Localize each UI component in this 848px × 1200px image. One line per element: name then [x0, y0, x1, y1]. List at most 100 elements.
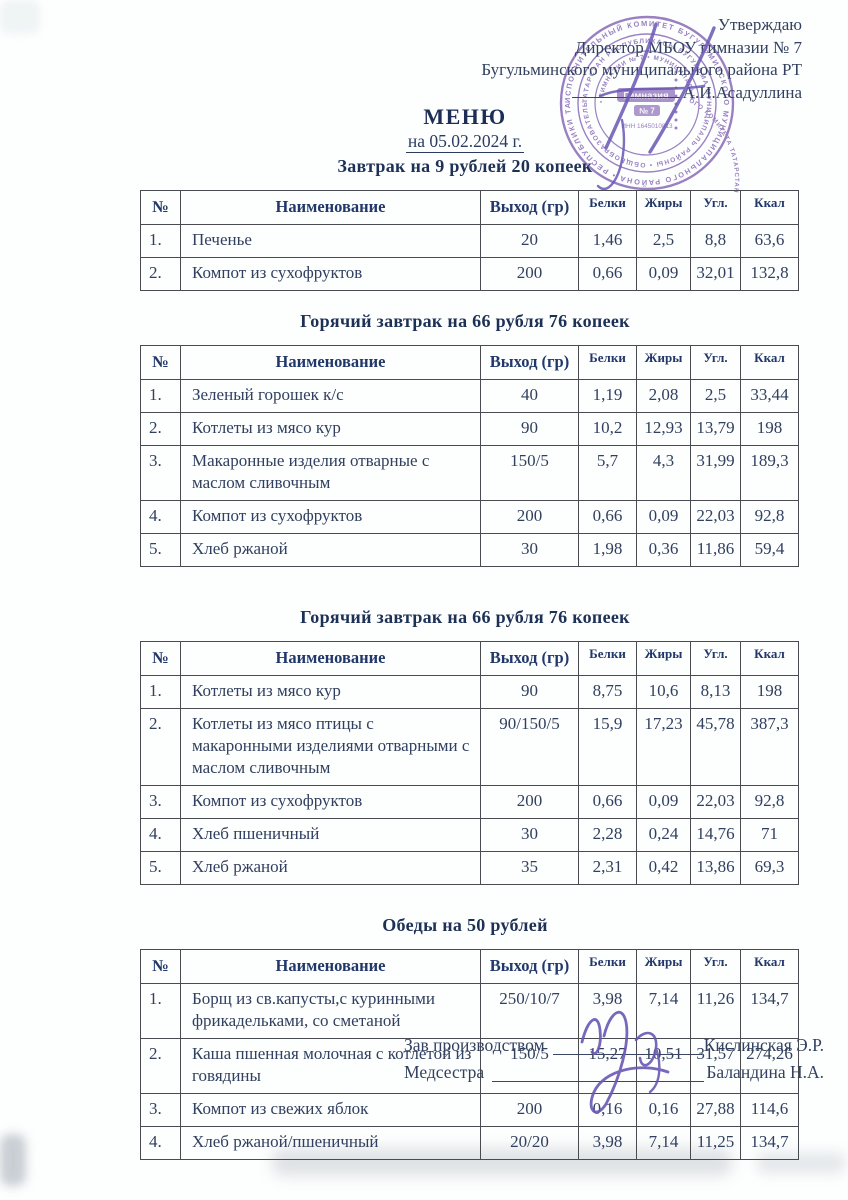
dish-name-cell: Борщ из св.капусты,с куринными фрикадель… — [180, 983, 481, 1039]
value-cell: 0,16 — [578, 1093, 637, 1127]
value-cell: 2,08 — [636, 379, 691, 413]
value-cell: 59,4 — [740, 533, 799, 567]
value-cell: 0,09 — [636, 785, 691, 819]
value-cell: 150/5 — [480, 445, 579, 501]
column-header: Белки — [578, 345, 637, 380]
value-cell: 33,44 — [740, 379, 799, 413]
value-cell: 0,09 — [636, 500, 691, 534]
menu-section: Горячий завтрак на 66 рубля 76 копеек № На… — [140, 607, 799, 885]
column-header: Выход (гр) — [480, 190, 579, 225]
value-cell: 5,7 — [578, 445, 637, 501]
table-row: 2. Котлеты из мясо кур 90 10,2 12,93 13,79 198 — [140, 412, 799, 446]
value-cell: 31,99 — [690, 445, 741, 501]
value-cell: 274,26 — [740, 1038, 799, 1094]
value-cell: 0,66 — [578, 500, 637, 534]
value-cell: 11,26 — [690, 983, 741, 1039]
value-cell: 30 — [480, 818, 579, 852]
value-cell: 189,3 — [740, 445, 799, 501]
table-row: 2. Компот из сухофруктов 200 0,66 0,09 32,01 1… — [140, 257, 799, 291]
column-header: Выход (гр) — [480, 345, 579, 380]
value-cell: 45,78 — [690, 708, 741, 786]
column-header: № — [140, 641, 181, 676]
value-cell: 198 — [740, 412, 799, 446]
section-title: Обеды на 50 рублей — [382, 915, 548, 935]
dish-name-cell: Макаронные изделия отварные с маслом сли… — [180, 445, 481, 501]
dish-name-cell: Хлеб ржаной/пшеничный — [180, 1126, 481, 1160]
value-cell: 0,24 — [636, 818, 691, 852]
dish-name-cell: Компот из сухофруктов — [180, 257, 481, 291]
row-number-cell: 3. — [140, 1093, 181, 1127]
value-cell: 20 — [480, 224, 579, 258]
signature-name: Кислинская Э.Р. — [703, 1035, 824, 1055]
value-cell: 92,8 — [740, 785, 799, 819]
page-title: МЕНЮ — [423, 104, 507, 129]
value-cell: 0,66 — [578, 257, 637, 291]
value-cell: 0,09 — [636, 257, 691, 291]
signature-rule — [552, 1034, 702, 1055]
table-header-row: № Наименование Выход (гр) Белки Жиры Угл. Ккал — [140, 949, 799, 984]
table-row: 3. Макаронные изделия отварные с маслом с… — [140, 445, 799, 501]
value-cell: 0,66 — [578, 785, 637, 819]
table-row: 4. Хлеб пшеничный 30 2,28 0,24 14,76 71 — [140, 818, 799, 852]
table-header-row: № Наименование Выход (гр) Белки Жиры Угл. Ккал — [140, 190, 799, 225]
signature-name: Баландина Н.А. — [706, 1062, 824, 1082]
menu-tables: Завтрак на 9 рублей 20 копеек № Наименован… — [140, 156, 799, 1160]
column-header: Наименование — [180, 190, 481, 225]
column-header: Угл. — [690, 190, 741, 225]
value-cell: 200 — [480, 257, 579, 291]
dish-name-cell: Компот из сухофруктов — [180, 785, 481, 819]
value-cell: 15,9 — [578, 708, 637, 786]
value-cell: 7,14 — [636, 1126, 691, 1160]
dish-name-cell: Хлеб пшеничный — [180, 818, 481, 852]
column-header: Жиры — [636, 641, 691, 676]
value-cell: 71 — [740, 818, 799, 852]
approval-block: Утверждаю Директор МБОУ гимназии № 7 Буг… — [481, 14, 802, 104]
value-cell: 1,19 — [578, 379, 637, 413]
approval-line-2: Директор МБОУ гимназии № 7 — [574, 37, 802, 57]
value-cell: 134,7 — [740, 1126, 799, 1160]
dish-name-cell: Печенье — [180, 224, 481, 258]
column-header: Белки — [578, 641, 637, 676]
column-header: № — [140, 949, 181, 984]
value-cell: 200 — [480, 1093, 579, 1127]
row-number-cell: 2. — [140, 257, 181, 291]
row-number-cell: 2. — [140, 708, 181, 786]
row-number-cell: 1. — [140, 379, 181, 413]
value-cell: 132,8 — [740, 257, 799, 291]
value-cell: 30 — [480, 533, 579, 567]
column-header: № — [140, 190, 181, 225]
value-cell: 12,93 — [636, 412, 691, 446]
value-cell: 92,8 — [740, 500, 799, 534]
approval-line-1: Утверждаю — [717, 15, 802, 34]
row-number-cell: 5. — [140, 851, 181, 885]
value-cell: 8,13 — [690, 675, 741, 709]
table-row: 1. Зеленый горошек к/с 40 1,19 2,08 2,5 33,44 — [140, 379, 799, 413]
dish-name-cell: Зеленый горошек к/с — [180, 379, 481, 413]
menu-table: № Наименование Выход (гр) Белки Жиры Угл. Ккал… — [140, 641, 799, 885]
value-cell: 2,28 — [578, 818, 637, 852]
column-header: Ккал — [740, 190, 799, 225]
table-row: 3. Компот из сухофруктов 200 0,66 0,09 22,03 9… — [140, 785, 799, 819]
column-header: Наименование — [180, 345, 481, 380]
signature-block: Зав производством Кислинская Э.Р. Медсес… — [404, 1032, 824, 1086]
value-cell: 8,75 — [578, 675, 637, 709]
value-cell: 150/5 — [480, 1038, 579, 1094]
column-header: Выход (гр) — [480, 949, 579, 984]
row-number-cell: 2. — [140, 1038, 181, 1094]
column-header: Наименование — [180, 949, 481, 984]
value-cell: 0,36 — [636, 533, 691, 567]
value-cell: 13,86 — [690, 851, 741, 885]
menu-table: № Наименование Выход (гр) Белки Жиры Угл. Ккал… — [140, 345, 799, 567]
value-cell: 2,5 — [636, 224, 691, 258]
table-row: 4. Компот из сухофруктов 200 0,66 0,09 22,03 9… — [140, 500, 799, 534]
value-cell: 114,6 — [740, 1093, 799, 1127]
column-header: Угл. — [690, 345, 741, 380]
value-cell: 198 — [740, 675, 799, 709]
value-cell: 11,25 — [690, 1126, 741, 1160]
dish-name-cell: Хлеб ржаной — [180, 851, 481, 885]
value-cell: 90 — [480, 412, 579, 446]
value-cell: 0,42 — [636, 851, 691, 885]
row-number-cell: 1. — [140, 675, 181, 709]
signature-rule — [492, 1061, 705, 1082]
row-number-cell: 1. — [140, 983, 181, 1039]
